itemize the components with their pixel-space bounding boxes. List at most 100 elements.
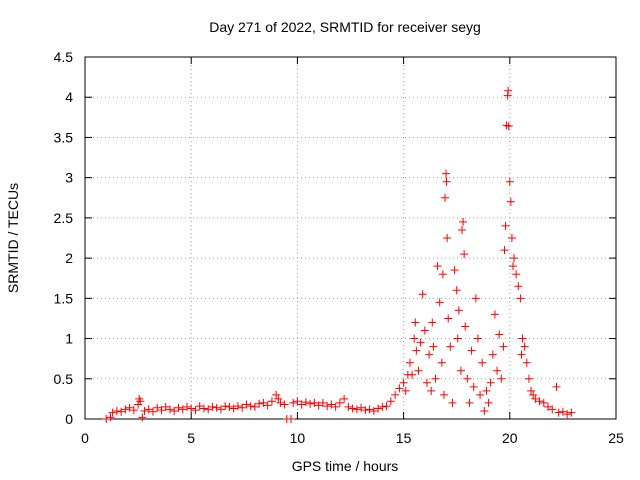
data-point [514,282,523,291]
data-point [429,342,438,351]
data-point [465,398,474,407]
data-point [531,394,540,403]
data-point [517,350,526,359]
data-point [352,405,361,414]
data-point [272,390,281,399]
data-point [233,402,242,411]
y-tick-label: 2.5 [54,210,74,226]
y-tick-label: 3.5 [54,129,74,145]
y-tick-label: 4 [65,89,73,105]
data-point [140,406,149,415]
data-point [191,406,200,415]
data-point [310,398,319,407]
series-seyg [102,86,576,423]
y-tick-label: 4.5 [54,49,74,65]
data-point [482,386,491,395]
data-point [165,405,174,414]
x-tick-label: 0 [81,430,89,446]
data-point [187,404,196,413]
data-point [157,406,166,415]
data-point [535,397,544,406]
data-point [225,402,234,411]
data-point [391,390,400,399]
data-point [411,318,420,327]
data-point [473,334,482,343]
data-point [454,306,463,315]
data-point [459,217,468,226]
data-point [136,397,145,406]
data-point [490,310,499,319]
data-point [255,399,264,408]
data-point [441,193,450,202]
data-point [522,358,531,367]
data-point [453,334,462,343]
data-point [344,402,353,411]
data-point [174,403,183,412]
data-point [138,413,147,422]
data-point [471,294,480,303]
data-point [412,346,421,355]
y-tick-label: 3 [65,170,73,186]
data-point [458,225,467,234]
data-point [506,197,515,206]
data-point [452,286,461,295]
x-tick-label: 15 [396,430,412,446]
data-point [221,402,230,411]
data-point [401,386,410,395]
data-point [263,401,272,410]
data-point [121,405,130,414]
data-point [456,366,465,375]
data-point [395,384,404,393]
data-point [274,394,283,403]
data-point [495,330,504,339]
data-point [529,390,538,399]
data-point [117,407,126,416]
data-point [516,294,525,303]
data-point [507,234,516,242]
data-point [318,398,327,407]
data-point [242,400,251,409]
data-point [450,266,459,275]
data-point [446,342,455,351]
data-point [488,350,497,359]
data-point [287,415,296,423]
grid-lines [85,57,616,419]
y-axis-label: SRMTID / TECUs [5,183,21,293]
x-tick-label: 20 [502,430,518,446]
data-point [108,408,117,417]
data-point [416,338,425,347]
data-point [410,334,419,343]
data-point [293,397,302,406]
data-point [267,397,276,406]
data-point [420,326,429,335]
data-point [433,262,442,271]
data-point [369,406,378,415]
axis-ticks: 0 0.5 1 1.5 2 2.5 3 3.5 4 4.5 0 5 10 15 20 25 [54,49,624,446]
data-point [425,350,434,359]
data-point [435,298,444,307]
x-axis-label: GPS time / hours [292,458,399,474]
data-point [414,366,423,375]
data-point [431,374,440,383]
data-point [548,405,557,414]
data-point [314,401,323,410]
data-point [216,405,225,414]
data-point [361,406,370,415]
data-point [554,408,563,417]
data-point [250,402,259,411]
y-tick-label: 1.5 [54,290,74,306]
data-point [552,382,561,391]
data-point [386,397,395,406]
data-point [357,403,366,412]
data-point [148,407,157,416]
data-point [500,246,509,255]
data-point [469,382,478,391]
data-point [229,404,238,413]
y-tick-label: 2 [65,250,73,266]
data-point [153,403,162,412]
data-point [544,402,553,411]
plot-border [84,56,617,420]
data-point [444,314,453,323]
data-point [539,398,548,407]
